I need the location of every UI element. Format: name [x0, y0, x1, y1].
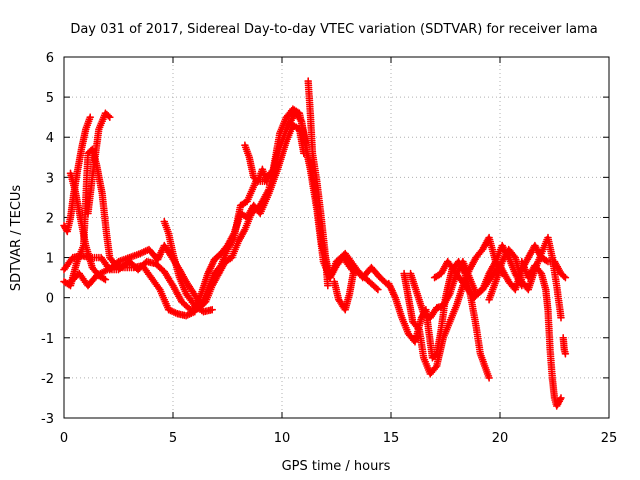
series-markers: [559, 334, 570, 358]
y-tick-label: 6: [46, 51, 54, 66]
series-track-13: [400, 233, 506, 378]
series-track-18: [559, 334, 570, 358]
series-markers: [485, 233, 565, 322]
series-markers: [241, 141, 271, 186]
x-tick-label: 5: [169, 431, 177, 446]
y-axis: -3 -2 -1 0 1 2 3 4 5 6: [41, 51, 609, 427]
grid-lines: [64, 57, 609, 418]
series-track-7: [108, 121, 308, 320]
series-track-6: [66, 109, 393, 314]
series-markers: [84, 109, 114, 218]
series-markers: [108, 121, 308, 320]
series-markers: [66, 109, 393, 314]
y-tick-label: -2: [41, 372, 54, 387]
x-tick-label: 0: [60, 431, 68, 446]
x-axis-label: GPS time / hours: [282, 459, 391, 474]
x-axis: 0 5 10 15 20 25: [60, 57, 617, 446]
series-track-16: [485, 233, 565, 322]
y-tick-label: -1: [41, 332, 54, 347]
series-track-17: [518, 257, 565, 410]
series-markers: [304, 77, 332, 290]
chart-title: Day 031 of 2017, Sidereal Day-to-day VTE…: [70, 22, 597, 37]
x-tick-label: 10: [274, 431, 291, 446]
series-track-10: [304, 77, 332, 290]
y-tick-label: 0: [46, 292, 54, 307]
y-tick-label: -3: [41, 412, 54, 427]
series-track-11: [330, 265, 358, 314]
plot-frame: [63, 56, 610, 419]
y-tick-label: 4: [46, 131, 54, 146]
y-tick-label: 1: [46, 252, 54, 267]
series-track-4: [84, 109, 114, 218]
series-markers: [160, 217, 216, 316]
series-markers: [330, 265, 358, 314]
series-track-3: [60, 145, 121, 290]
series-track-9: [241, 141, 271, 186]
y-axis-label: SDTVAR / TECUs: [9, 185, 24, 292]
series-markers: [400, 233, 506, 378]
y-tick-label: 3: [46, 171, 54, 186]
x-tick-label: 15: [383, 431, 400, 446]
x-tick-label: 20: [492, 431, 509, 446]
y-tick-label: 5: [46, 91, 54, 106]
series-track-8: [160, 217, 216, 316]
data-series: [60, 77, 570, 410]
y-tick-label: 2: [46, 211, 54, 226]
x-tick-label: 25: [601, 431, 618, 446]
series-markers: [60, 145, 121, 290]
series-markers: [518, 257, 565, 410]
